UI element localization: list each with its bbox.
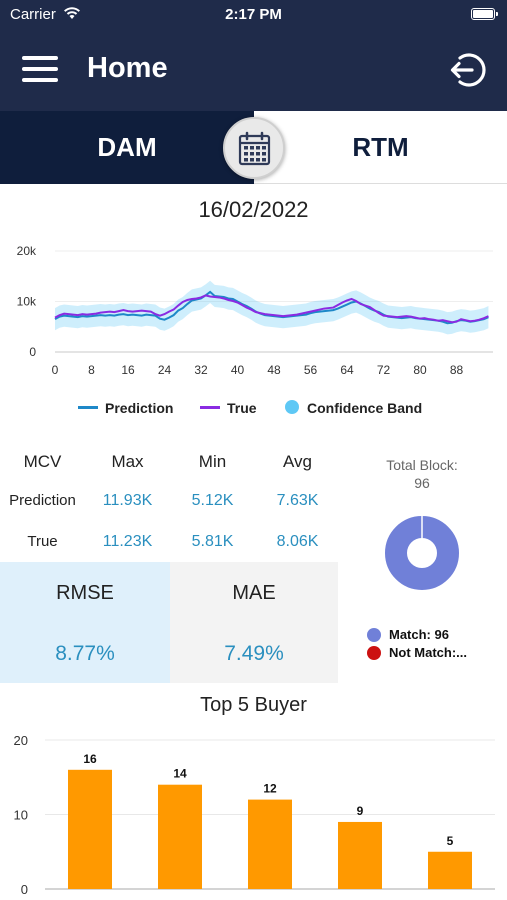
tab-dam[interactable]: DAM	[0, 111, 254, 184]
bar-value-label: 16	[83, 752, 97, 766]
stats-row-label: True	[27, 533, 58, 550]
true-min: 5.81K	[191, 533, 234, 550]
rmse-label: RMSE	[56, 582, 114, 604]
legend-prediction-label: Prediction	[105, 400, 174, 416]
not-match-swatch	[367, 645, 381, 660]
carrier-label: Carrier	[10, 6, 56, 23]
logout-icon[interactable]	[447, 50, 487, 90]
stats-header-max: Max	[111, 452, 144, 471]
x-tick-label: 64	[340, 363, 354, 377]
legend-match-label: Match: 96	[389, 627, 449, 642]
x-tick-label: 40	[231, 363, 245, 377]
true-swatch	[200, 405, 220, 409]
y-tick-label: 0	[29, 345, 36, 359]
true-avg: 8.06K	[276, 533, 319, 550]
market-tabs: DAM RTM	[0, 111, 507, 184]
total-block-label: Total Block:	[386, 457, 458, 473]
match-swatch	[367, 627, 381, 642]
top-navbar: Home	[0, 30, 507, 111]
top-buyer-title: Top 5 Buyer	[200, 694, 307, 716]
hamburger-menu-icon[interactable]	[22, 52, 60, 86]
band-swatch	[285, 400, 299, 415]
stats-header-avg: Avg	[283, 452, 312, 471]
y-tick-label: 20	[14, 733, 28, 748]
page-title: Home	[87, 52, 168, 84]
y-tick-label: 10k	[17, 295, 37, 309]
rmse-value: 8.77%	[55, 642, 115, 665]
legend-true: True	[200, 400, 257, 416]
calendar-button[interactable]	[223, 117, 285, 179]
legend-band: Confidence Band	[285, 400, 422, 416]
true-max: 11.23K	[102, 533, 153, 550]
wifi-icon	[64, 7, 80, 19]
x-tick-label: 72	[377, 363, 391, 377]
legend-not-match: Not Match:...	[367, 644, 467, 662]
legend-true-label: True	[227, 400, 257, 416]
prediction-swatch	[78, 405, 98, 409]
total-block-value: 96	[414, 475, 430, 491]
true-series-line	[54, 294, 489, 324]
stats-header-min: Min	[198, 452, 227, 471]
line-chart-legend: Prediction True Confidence Band	[0, 398, 507, 418]
bar-value-label: 14	[173, 767, 187, 781]
x-tick-label: 8	[88, 363, 95, 377]
donut-legend: Match: 96 Not Match:...	[367, 626, 467, 662]
selected-date: 16/02/2022	[198, 197, 309, 222]
bar	[248, 799, 292, 889]
battery-icon	[471, 8, 498, 20]
bar	[428, 851, 472, 889]
bar	[338, 821, 382, 889]
match-donut-chart	[385, 516, 459, 590]
x-tick-label: 56	[304, 363, 318, 377]
prediction-max: 11.93K	[102, 492, 153, 509]
stats-row-label: Prediction	[9, 492, 76, 509]
stats-header-mcv: MCV	[23, 452, 62, 471]
legend-prediction: Prediction	[78, 400, 173, 416]
mae-value: 7.49%	[224, 642, 284, 665]
legend-band-label: Confidence Band	[307, 400, 423, 416]
tab-rtm[interactable]: RTM	[254, 111, 507, 184]
bar	[68, 769, 112, 889]
y-tick-label: 20k	[17, 244, 37, 258]
bar-value-label: 9	[357, 804, 364, 818]
x-tick-label: 48	[267, 363, 281, 377]
legend-not-match-label: Not Match:...	[389, 645, 467, 660]
x-tick-label: 32	[194, 363, 208, 377]
status-bar: Carrier 2:17 PM	[0, 0, 507, 30]
x-tick-label: 24	[158, 363, 172, 377]
bar-value-label: 5	[447, 834, 454, 848]
total-block-title: Total Block: 96	[352, 456, 492, 492]
rmse-card: RMSE 8.77%	[0, 562, 170, 683]
x-tick-label: 16	[121, 363, 135, 377]
bar-value-label: 12	[263, 782, 277, 796]
x-tick-label: 0	[52, 363, 59, 377]
mae-card: MAE 7.49%	[170, 562, 338, 683]
mae-label: MAE	[232, 582, 276, 604]
calendar-icon	[238, 131, 271, 166]
x-tick-label: 80	[413, 363, 427, 377]
top-buyer-bar-chart: 0 10 20 16 14 12 9 5	[14, 733, 495, 897]
forecast-line-chart: 0 10k 20k 0 8 16 24 32 40 48 56 64 72 80 88	[17, 244, 493, 377]
confidence-band	[55, 280, 489, 335]
bar	[158, 784, 202, 889]
prediction-min: 5.12K	[191, 492, 234, 509]
y-tick-label: 10	[14, 808, 28, 823]
legend-match: Match: 96	[367, 626, 467, 644]
prediction-avg: 7.63K	[276, 492, 319, 509]
y-tick-label: 0	[21, 882, 28, 897]
status-time: 2:17 PM	[225, 6, 282, 23]
x-tick-label: 88	[450, 363, 464, 377]
